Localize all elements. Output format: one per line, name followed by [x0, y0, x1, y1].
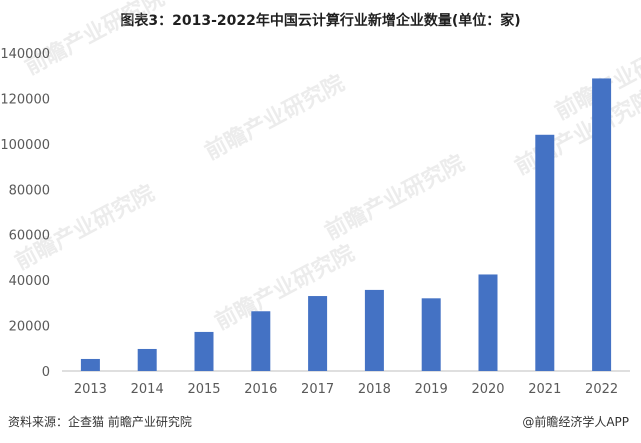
- bar-2015: [194, 331, 214, 371]
- x-tick-label: 2018: [358, 382, 391, 397]
- x-tick-label: 2022: [585, 382, 618, 397]
- y-tick-label: 140000: [0, 47, 50, 62]
- y-tick-label: 40000: [9, 274, 50, 289]
- bar-2022: [592, 78, 612, 371]
- x-axis: 2013 2014 2015 2016 2017 2018 2019 2020 2021 2022: [74, 382, 618, 397]
- watermark-text: 前瞻产业研究院: [211, 240, 359, 335]
- y-axis: 0 20000 40000 60000 80000 100000 120000 140000: [0, 47, 50, 380]
- y-tick-label: 100000: [0, 138, 50, 153]
- x-tick-label: 2017: [301, 382, 334, 397]
- y-tick-label: 80000: [9, 183, 50, 198]
- x-tick-label: 2020: [471, 382, 504, 397]
- y-tick-label: 0: [42, 365, 50, 380]
- y-tick-label: 60000: [9, 229, 50, 244]
- x-tick-label: 2015: [187, 382, 220, 397]
- bars-group: [80, 78, 612, 371]
- bar-2020: [478, 274, 498, 371]
- x-tick-label: 2019: [415, 382, 448, 397]
- watermark-text: 前瞻产业研究院: [201, 70, 349, 165]
- watermark-text: 前瞻产业研究院: [21, 0, 169, 80]
- bar-2019: [421, 298, 441, 371]
- bar-2017: [308, 296, 328, 371]
- source-note: 资料来源：企查猫 前瞻产业研究院: [8, 415, 192, 429]
- y-tick-label: 120000: [0, 92, 50, 107]
- bar-2016: [251, 311, 271, 371]
- bar-2014: [137, 348, 157, 371]
- y-tick-label: 20000: [9, 320, 50, 335]
- x-tick-label: 2014: [131, 382, 164, 397]
- bar-2021: [535, 134, 555, 371]
- chart-title: 图表3：2013-2022年中国云计算行业新增企业数量(单位：家): [120, 13, 521, 29]
- bar-2018: [364, 289, 384, 371]
- x-tick-label: 2021: [528, 382, 561, 397]
- bar-2013: [80, 358, 100, 371]
- x-tick-label: 2016: [244, 382, 277, 397]
- brand-label: @前瞻经济学人APP: [522, 415, 629, 429]
- watermark-text: 前瞻产业研究院: [321, 150, 469, 245]
- x-tick-label: 2013: [74, 382, 107, 397]
